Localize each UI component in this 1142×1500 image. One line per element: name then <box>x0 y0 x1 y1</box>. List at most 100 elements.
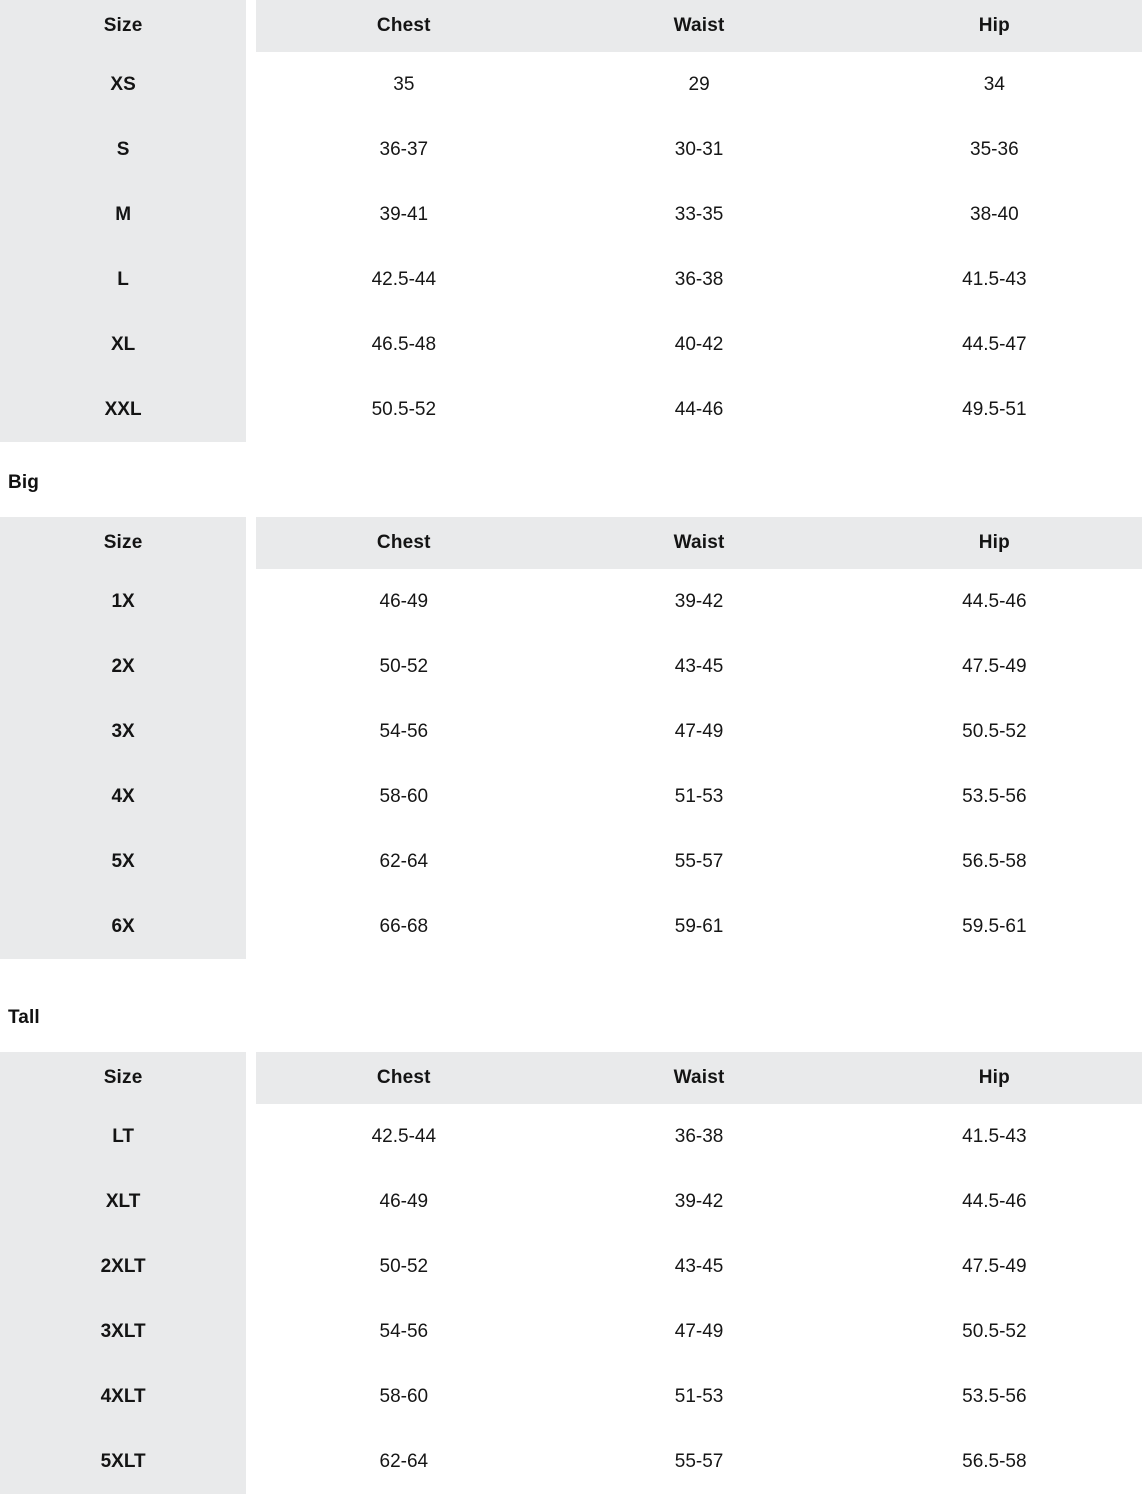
header-row: Size Chest Waist Hip <box>0 1052 1142 1104</box>
cell-gutter <box>246 1364 257 1429</box>
cell-size: 3XLT <box>0 1299 247 1364</box>
column-header-size: Size <box>0 517 247 569</box>
cell-waist: 29 <box>551 52 847 117</box>
column-header-waist: Waist <box>551 0 847 52</box>
cell-chest: 50-52 <box>256 1234 552 1299</box>
table-row: 3X 54-56 47-49 50.5-52 <box>0 699 1142 764</box>
table-body-tall: LT 42.5-44 36-38 41.5-43 XLT 46-49 39-42… <box>0 1104 1142 1494</box>
size-table-big: Size Chest Waist Hip 1X 46-49 39-42 44.5… <box>0 517 1142 959</box>
cell-hip: 53.5-56 <box>846 1364 1142 1429</box>
header-row: Size Chest Waist Hip <box>0 0 1142 52</box>
table-row: 3XLT 54-56 47-49 50.5-52 <box>0 1299 1142 1364</box>
table-header-regular: Size Chest Waist Hip <box>0 0 1142 52</box>
cell-gutter <box>246 1169 257 1234</box>
table-body-big: 1X 46-49 39-42 44.5-46 2X 50-52 43-45 47… <box>0 569 1142 959</box>
size-table-tall: Size Chest Waist Hip LT 42.5-44 36-38 41… <box>0 1052 1142 1494</box>
cell-waist: 33-35 <box>551 182 847 247</box>
cell-gutter <box>246 634 257 699</box>
header-gutter <box>246 1052 257 1104</box>
cell-gutter <box>246 52 257 117</box>
cell-hip: 38-40 <box>846 182 1142 247</box>
cell-chest: 46-49 <box>256 569 552 634</box>
table-row: XL 46.5-48 40-42 44.5-47 <box>0 312 1142 377</box>
cell-chest: 62-64 <box>256 829 552 894</box>
cell-gutter <box>246 247 257 312</box>
cell-size: S <box>0 117 247 182</box>
cell-hip: 49.5-51 <box>846 377 1142 442</box>
cell-chest: 62-64 <box>256 1429 552 1494</box>
cell-waist: 39-42 <box>551 1169 847 1234</box>
column-header-hip: Hip <box>846 1052 1142 1104</box>
table-row: 4X 58-60 51-53 53.5-56 <box>0 764 1142 829</box>
size-section-regular: Size Chest Waist Hip XS 35 29 34 S <box>0 0 1142 442</box>
cell-hip: 56.5-58 <box>846 829 1142 894</box>
cell-size: 2X <box>0 634 247 699</box>
cell-chest: 66-68 <box>256 894 552 959</box>
cell-chest: 54-56 <box>256 1299 552 1364</box>
header-gutter <box>246 0 257 52</box>
cell-hip: 50.5-52 <box>846 1299 1142 1364</box>
size-section-tall: Tall Size Chest Waist Hip LT 42.5 <box>0 1005 1142 1494</box>
cell-waist: 55-57 <box>551 1429 847 1494</box>
column-header-hip: Hip <box>846 517 1142 569</box>
cell-chest: 46-49 <box>256 1169 552 1234</box>
table-row: XLT 46-49 39-42 44.5-46 <box>0 1169 1142 1234</box>
cell-waist: 36-38 <box>551 247 847 312</box>
cell-gutter <box>246 117 257 182</box>
cell-waist: 51-53 <box>551 1364 847 1429</box>
cell-chest: 39-41 <box>256 182 552 247</box>
cell-waist: 36-38 <box>551 1104 847 1169</box>
cell-hip: 41.5-43 <box>846 247 1142 312</box>
header-row: Size Chest Waist Hip <box>0 517 1142 569</box>
cell-hip: 35-36 <box>846 117 1142 182</box>
size-section-big: Big Size Chest Waist Hip 1X 46-49 <box>0 470 1142 959</box>
column-header-chest: Chest <box>256 0 552 52</box>
cell-size: LT <box>0 1104 247 1169</box>
cell-chest: 46.5-48 <box>256 312 552 377</box>
cell-size: 4X <box>0 764 247 829</box>
column-header-size: Size <box>0 1052 247 1104</box>
table-body-regular: XS 35 29 34 S 36-37 30-31 35-36 M 39-41 <box>0 52 1142 442</box>
header-gutter <box>246 517 257 569</box>
cell-size: 2XLT <box>0 1234 247 1299</box>
column-header-chest: Chest <box>256 517 552 569</box>
cell-chest: 54-56 <box>256 699 552 764</box>
cell-size: XS <box>0 52 247 117</box>
column-header-hip: Hip <box>846 0 1142 52</box>
cell-gutter <box>246 764 257 829</box>
cell-hip: 44.5-46 <box>846 569 1142 634</box>
cell-hip: 59.5-61 <box>846 894 1142 959</box>
table-row: 5XLT 62-64 55-57 56.5-58 <box>0 1429 1142 1494</box>
cell-gutter <box>246 894 257 959</box>
table-row: 6X 66-68 59-61 59.5-61 <box>0 894 1142 959</box>
cell-waist: 39-42 <box>551 569 847 634</box>
cell-waist: 59-61 <box>551 894 847 959</box>
cell-chest: 36-37 <box>256 117 552 182</box>
table-header-tall: Size Chest Waist Hip <box>0 1052 1142 1104</box>
table-row: XXL 50.5-52 44-46 49.5-51 <box>0 377 1142 442</box>
cell-hip: 34 <box>846 52 1142 117</box>
cell-size: 5X <box>0 829 247 894</box>
cell-size: XXL <box>0 377 247 442</box>
table-row: 4XLT 58-60 51-53 53.5-56 <box>0 1364 1142 1429</box>
cell-gutter <box>246 1104 257 1169</box>
cell-hip: 41.5-43 <box>846 1104 1142 1169</box>
table-row: M 39-41 33-35 38-40 <box>0 182 1142 247</box>
cell-waist: 55-57 <box>551 829 847 894</box>
cell-waist: 43-45 <box>551 634 847 699</box>
cell-size: XL <box>0 312 247 377</box>
cell-size: 5XLT <box>0 1429 247 1494</box>
cell-waist: 40-42 <box>551 312 847 377</box>
cell-size: 3X <box>0 699 247 764</box>
cell-gutter <box>246 377 257 442</box>
cell-gutter <box>246 1299 257 1364</box>
cell-waist: 43-45 <box>551 1234 847 1299</box>
cell-hip: 44.5-47 <box>846 312 1142 377</box>
table-row: LT 42.5-44 36-38 41.5-43 <box>0 1104 1142 1169</box>
cell-hip: 47.5-49 <box>846 634 1142 699</box>
cell-chest: 35 <box>256 52 552 117</box>
cell-size: M <box>0 182 247 247</box>
cell-waist: 47-49 <box>551 1299 847 1364</box>
cell-size: XLT <box>0 1169 247 1234</box>
cell-gutter <box>246 1429 257 1494</box>
